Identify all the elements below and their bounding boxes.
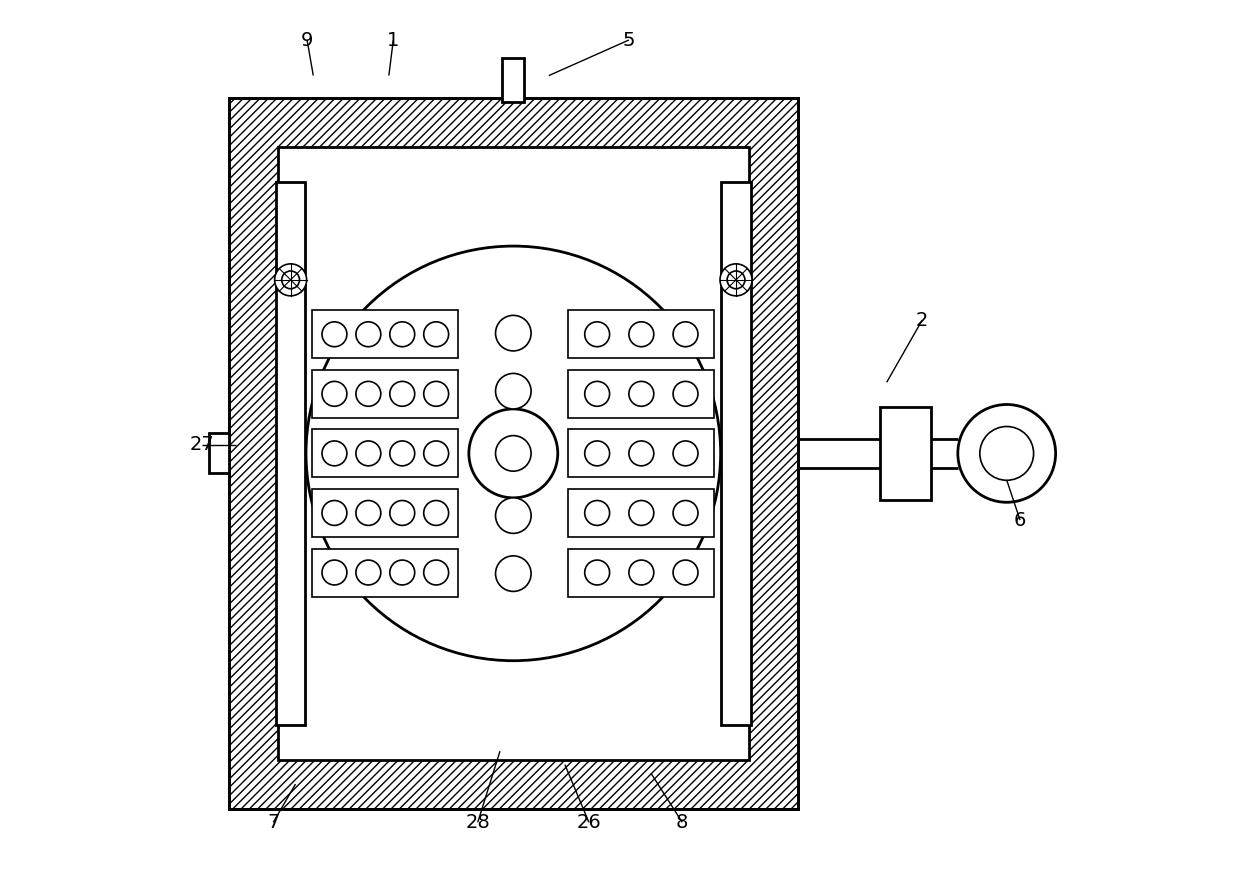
Circle shape <box>356 560 381 585</box>
Circle shape <box>496 498 531 533</box>
Circle shape <box>585 322 610 347</box>
Circle shape <box>496 373 531 409</box>
Circle shape <box>673 560 698 585</box>
Bar <box>568 429 714 477</box>
Circle shape <box>496 556 531 591</box>
Circle shape <box>585 501 610 525</box>
Bar <box>312 429 459 477</box>
Circle shape <box>274 264 306 296</box>
Circle shape <box>496 316 531 351</box>
Text: 28: 28 <box>465 813 490 832</box>
Bar <box>210 434 229 474</box>
Circle shape <box>389 381 414 406</box>
Text: 2: 2 <box>916 310 929 330</box>
Circle shape <box>585 560 610 585</box>
Circle shape <box>356 441 381 466</box>
Bar <box>568 370 714 418</box>
Bar <box>277 182 305 725</box>
Text: 1: 1 <box>387 30 399 50</box>
Bar <box>312 489 459 537</box>
Circle shape <box>957 404 1055 502</box>
Circle shape <box>629 560 653 585</box>
Bar <box>722 182 750 725</box>
Text: 5: 5 <box>622 30 635 50</box>
Text: 26: 26 <box>577 813 601 832</box>
Circle shape <box>322 560 347 585</box>
Circle shape <box>322 441 347 466</box>
Circle shape <box>629 441 653 466</box>
Bar <box>278 147 749 760</box>
Circle shape <box>424 441 449 466</box>
Circle shape <box>585 381 610 406</box>
Circle shape <box>720 264 751 296</box>
Circle shape <box>389 322 414 347</box>
Bar <box>502 58 525 102</box>
Text: 6: 6 <box>1014 510 1027 530</box>
Circle shape <box>322 381 347 406</box>
Circle shape <box>322 322 347 347</box>
Bar <box>312 370 459 418</box>
Text: 8: 8 <box>676 813 688 832</box>
Circle shape <box>673 322 698 347</box>
Text: 7: 7 <box>267 813 279 832</box>
Bar <box>568 489 714 537</box>
Circle shape <box>424 322 449 347</box>
Circle shape <box>727 271 745 289</box>
Text: 27: 27 <box>190 435 215 454</box>
Circle shape <box>322 501 347 525</box>
Bar <box>229 98 797 809</box>
Circle shape <box>356 322 381 347</box>
Bar <box>312 310 459 358</box>
Circle shape <box>424 501 449 525</box>
Circle shape <box>356 501 381 525</box>
Circle shape <box>980 427 1034 480</box>
Circle shape <box>389 441 414 466</box>
Circle shape <box>469 409 558 498</box>
Circle shape <box>496 436 531 471</box>
Circle shape <box>629 322 653 347</box>
Circle shape <box>389 501 414 525</box>
Circle shape <box>673 441 698 466</box>
Text: 9: 9 <box>301 30 314 50</box>
Bar <box>568 549 714 597</box>
Circle shape <box>389 560 414 585</box>
Circle shape <box>356 381 381 406</box>
Circle shape <box>424 381 449 406</box>
Bar <box>312 549 459 597</box>
Bar <box>879 407 931 500</box>
Circle shape <box>281 271 300 289</box>
Circle shape <box>629 381 653 406</box>
Circle shape <box>629 501 653 525</box>
Circle shape <box>585 441 610 466</box>
Bar <box>568 310 714 358</box>
Bar <box>229 98 797 809</box>
Circle shape <box>424 560 449 585</box>
Circle shape <box>673 501 698 525</box>
Circle shape <box>673 381 698 406</box>
